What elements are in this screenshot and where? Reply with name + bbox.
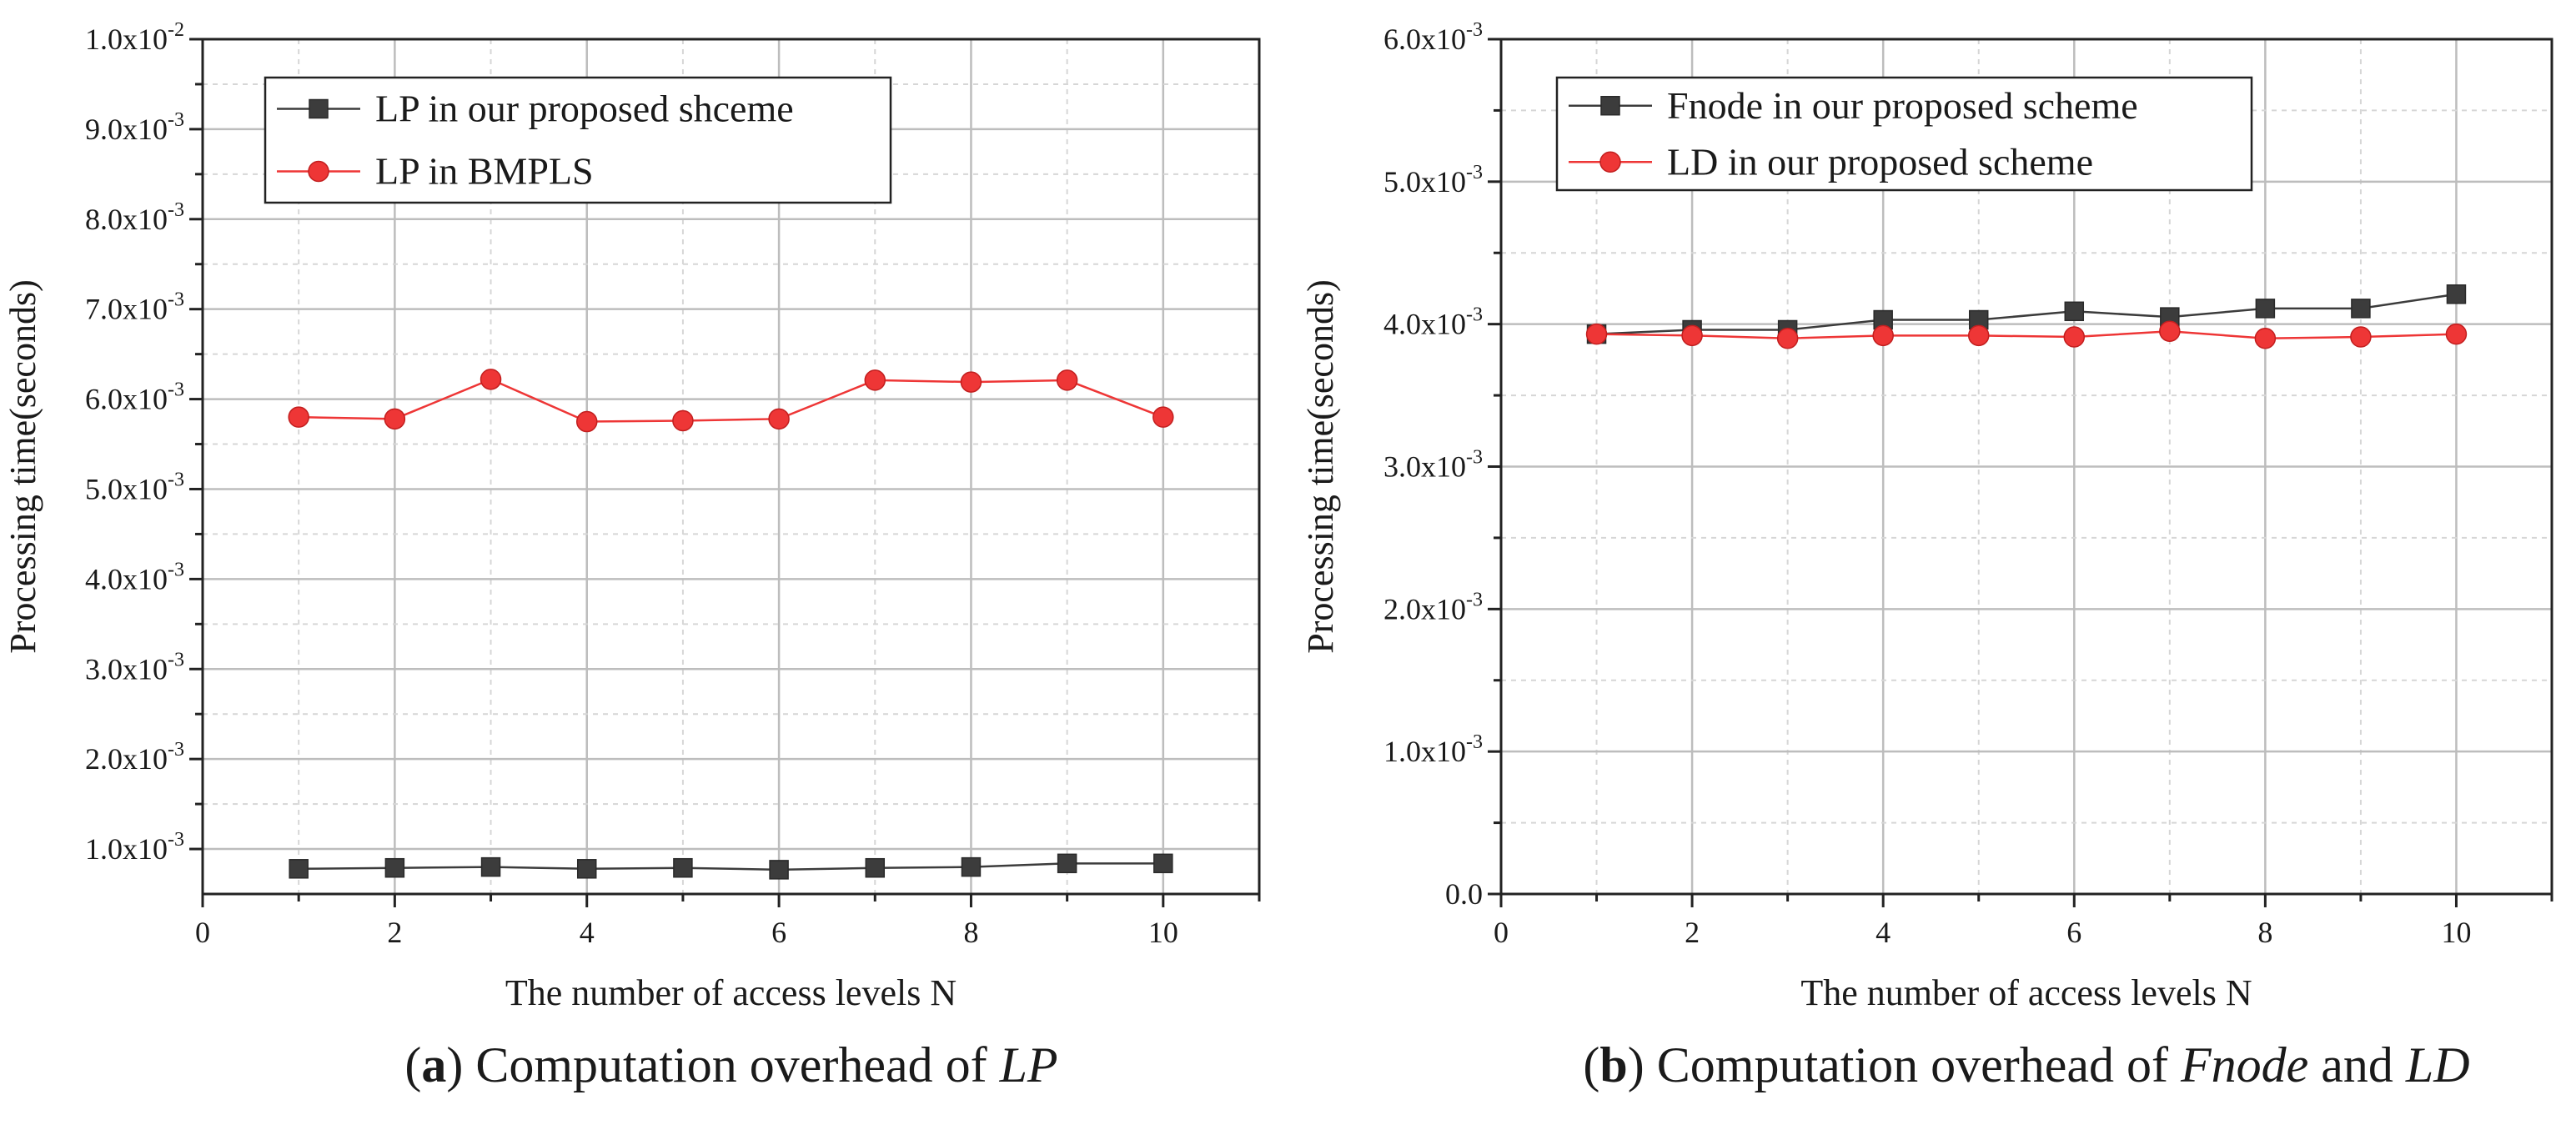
y-tick-label: 5.0x10-3 bbox=[1383, 162, 1483, 198]
panel-caption: (b) Computation overhead of Fnode and LD bbox=[1583, 1037, 2469, 1092]
x-tick-label: 8 bbox=[963, 916, 978, 949]
x-tick-label: 2 bbox=[1685, 916, 1700, 949]
y-tick-label: 3.0x10-3 bbox=[85, 649, 184, 686]
series-2 bbox=[1585, 320, 2468, 349]
data-point bbox=[1776, 328, 1799, 349]
x-tick-label: 6 bbox=[2066, 916, 2081, 949]
data-point bbox=[480, 856, 501, 877]
series-1 bbox=[289, 853, 1173, 880]
legend-marker bbox=[1600, 96, 1620, 116]
data-point bbox=[2445, 323, 2468, 345]
x-tick-label: 0 bbox=[195, 916, 210, 949]
y-tick-label: 5.0x10-3 bbox=[85, 469, 184, 505]
data-point bbox=[2254, 328, 2277, 349]
y-tick-label: 9.0x10-3 bbox=[85, 109, 184, 146]
series-line bbox=[299, 378, 1164, 423]
x-tick-label: 4 bbox=[580, 916, 595, 949]
y-axis: 0.0 1.0x10-3 2.0x10-3 3.0x10-3 4.0x10-3 5.0x1… bbox=[1383, 19, 1501, 911]
data-point bbox=[769, 860, 789, 880]
data-point bbox=[2255, 299, 2276, 319]
plot-frame bbox=[201, 38, 1261, 896]
data-point bbox=[2064, 301, 2085, 322]
data-point bbox=[288, 406, 309, 428]
y-tick-label: 1.0x10-3 bbox=[1383, 731, 1483, 768]
x-tick-label: 8 bbox=[2257, 916, 2272, 949]
y-tick-label: 7.0x10-3 bbox=[85, 289, 184, 326]
data-point bbox=[865, 857, 886, 878]
data-point bbox=[289, 859, 309, 879]
data-point bbox=[384, 408, 406, 430]
series-1 bbox=[1586, 284, 2467, 344]
legend-marker bbox=[308, 160, 329, 183]
data-point bbox=[1057, 853, 1077, 874]
series-2 bbox=[288, 369, 1174, 433]
x-tick-label: 4 bbox=[1876, 916, 1891, 949]
data-point bbox=[2351, 299, 2371, 319]
data-point bbox=[1056, 369, 1078, 391]
y-tick-label: 8.0x10-3 bbox=[85, 199, 184, 236]
x-axis: 0 2 4 6 8 10 bbox=[1494, 894, 2553, 949]
data-point bbox=[768, 408, 790, 430]
y-tick-label: 0.0 bbox=[1445, 877, 1483, 911]
legend: Fnode in our proposed scheme LD in our pr… bbox=[1555, 76, 2253, 192]
y-tick-label: 6.0x10-3 bbox=[1383, 19, 1483, 56]
data-point bbox=[1967, 324, 1990, 347]
y-axis: 1.0x10-3 2.0x10-3 3.0x10-3 4.0x10-3 5.0x10-3… bbox=[85, 19, 203, 866]
data-point bbox=[575, 410, 598, 433]
data-point bbox=[2350, 326, 2372, 348]
data-point bbox=[1681, 324, 1703, 347]
series-line bbox=[1596, 329, 2457, 340]
x-tick-label: 0 bbox=[1494, 916, 1509, 949]
series-line bbox=[1596, 293, 2457, 335]
x-axis-title: The number of access levels N bbox=[505, 972, 957, 1013]
x-axis: 0 2 4 6 8 10 bbox=[195, 894, 1261, 949]
y-tick-label: 2.0x10-3 bbox=[1383, 589, 1483, 625]
data-point bbox=[1872, 324, 1894, 347]
data-point bbox=[2063, 326, 2086, 348]
y-tick-label: 2.0x10-3 bbox=[85, 739, 184, 776]
data-point bbox=[672, 409, 694, 432]
data-point bbox=[1585, 323, 1608, 345]
x-tick-label: 2 bbox=[387, 916, 402, 949]
x-axis-title: The number of access levels N bbox=[1800, 972, 2252, 1013]
series-line bbox=[299, 862, 1163, 871]
legend-marker bbox=[1599, 151, 1621, 173]
legend-box bbox=[264, 76, 892, 204]
legend-entry: Fnode in our proposed scheme bbox=[1667, 84, 2138, 127]
data-point bbox=[576, 859, 597, 879]
legend-entry: LP in our proposed shceme bbox=[375, 88, 794, 130]
data-point bbox=[384, 857, 405, 878]
y-tick-label: 4.0x10-3 bbox=[85, 559, 184, 595]
legend-marker bbox=[309, 98, 329, 119]
data-point bbox=[2159, 320, 2181, 342]
y-tick-label: 1.0x10-2 bbox=[85, 19, 184, 56]
legend: LP in our proposed shceme LP in BMPLS bbox=[264, 76, 892, 204]
x-tick-label: 10 bbox=[1148, 916, 1178, 949]
y-axis-title: Processing time(seconds) bbox=[1300, 279, 1341, 653]
data-point bbox=[864, 369, 886, 391]
data-point bbox=[673, 857, 693, 878]
x-tick-label: 10 bbox=[2441, 916, 2471, 949]
y-tick-label: 6.0x10-3 bbox=[85, 379, 184, 416]
data-point bbox=[961, 856, 982, 877]
data-point bbox=[1152, 406, 1174, 428]
panel-caption: (a) Computation overhead of LP bbox=[404, 1037, 1057, 1092]
x-tick-label: 6 bbox=[771, 916, 786, 949]
data-point bbox=[2446, 284, 2467, 304]
y-tick-label: 4.0x10-3 bbox=[1383, 304, 1483, 341]
legend-box bbox=[1555, 76, 2253, 192]
data-point bbox=[1153, 853, 1173, 874]
data-point bbox=[480, 369, 502, 390]
y-tick-label: 3.0x10-3 bbox=[1383, 447, 1483, 484]
legend-entry: LD in our proposed scheme bbox=[1667, 140, 2093, 183]
panel-b-chart: 0 2 4 6 8 10 0.0 1.0x10-3 2.0x10-3 3.0x10-3 4.0x10… bbox=[1300, 19, 2553, 1092]
y-axis-title: Processing time(seconds) bbox=[3, 279, 43, 653]
legend-entry: LP in BMPLS bbox=[375, 150, 594, 193]
data-point bbox=[960, 371, 982, 393]
panel-a-chart: 0 2 4 6 8 10 1.0x10-3 2.0x10-3 3.0x10-3 4.0x10-3 5… bbox=[3, 19, 1261, 1092]
y-tick-label: 1.0x10-3 bbox=[85, 829, 184, 866]
